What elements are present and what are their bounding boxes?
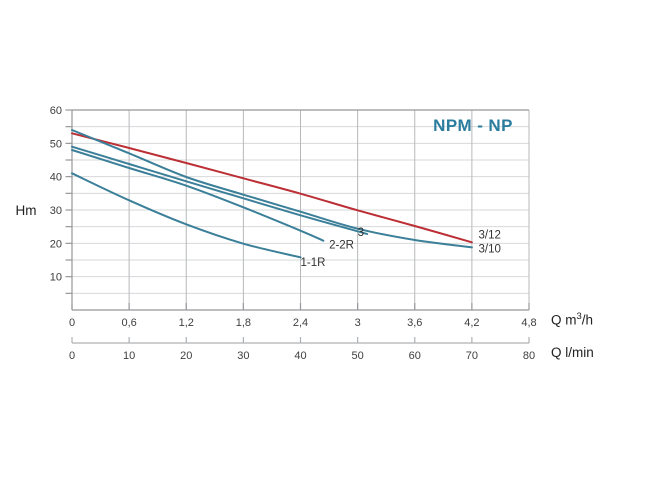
- x2-axis-tick-label: 10: [123, 350, 135, 362]
- x2-axis-tick-label: 40: [294, 350, 306, 362]
- curve-1-1r: [71, 172, 302, 259]
- curve-3-12: [71, 132, 473, 244]
- curve-label-2-2r: 2-2R: [329, 240, 354, 252]
- curve-3: [71, 145, 369, 235]
- x1-axis-tick-label: 3: [355, 317, 361, 329]
- y-axis-tick-label: 20: [50, 238, 62, 250]
- y-axis-tick-label: 30: [50, 205, 62, 217]
- x2-axis-tick-label: 70: [466, 350, 478, 362]
- curve-label-3: 3: [358, 227, 364, 239]
- x2-axis-tick-label: 80: [523, 350, 535, 362]
- x1-axis-title-prefix: Q m: [551, 312, 577, 328]
- x2-axis-tick-label: 30: [237, 350, 249, 362]
- x1-axis-tick-label: 1,8: [236, 317, 251, 329]
- curve-label-1-1r: 1-1R: [301, 257, 326, 269]
- x1-axis-tick-label: 0: [69, 317, 75, 329]
- x2-axis-tick-label: 60: [409, 350, 421, 362]
- x1-axis-tick-label: 2,4: [293, 317, 308, 329]
- x2-axis-title: Q l/min: [551, 345, 594, 360]
- curve-label-3-10: 3/10: [479, 244, 501, 256]
- x1-axis-tick-label: 4,8: [521, 317, 536, 329]
- x2-axis-tick-label: 0: [69, 350, 75, 362]
- x1-axis-title-suffix: /h: [581, 312, 594, 328]
- y-axis-tick-label: 40: [50, 172, 62, 184]
- curve-3-10: [71, 129, 473, 249]
- chart-title: NPM - NP: [433, 116, 513, 135]
- curve-2-2r: [71, 149, 325, 242]
- x1-axis-tick-label: 1,2: [179, 317, 194, 329]
- x1-axis-title: Q m3/h: [551, 311, 593, 328]
- x1-axis-tick-label: 3,6: [407, 317, 422, 329]
- x1-axis-title-superscript: 3: [576, 311, 582, 322]
- y-axis-title: Hm: [15, 203, 37, 218]
- y-axis-tick-label: 60: [50, 105, 62, 117]
- y-axis-tick-label: 50: [50, 138, 62, 150]
- y-axis-tick-label: 10: [50, 272, 62, 284]
- x1-axis-tick-label: 0,6: [121, 317, 136, 329]
- x2-axis-tick-label: 20: [180, 350, 192, 362]
- curve-label-3-12: 3/12: [479, 229, 501, 241]
- x1-axis-tick-label: 4,2: [464, 317, 479, 329]
- x2-axis-tick-label: 50: [352, 350, 364, 362]
